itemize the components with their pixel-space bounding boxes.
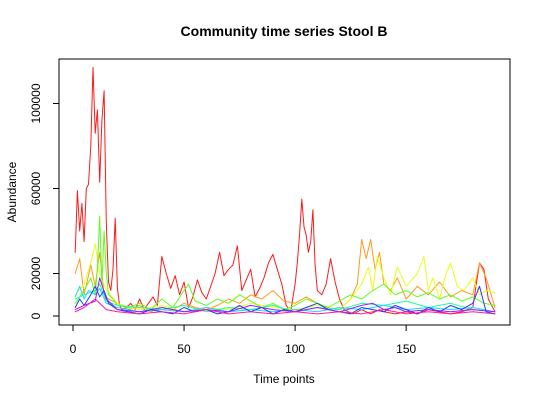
y-tick-label-3: 100000: [29, 83, 43, 123]
y-tick-label-1: 20000: [29, 256, 43, 290]
plot-frame: [58, 58, 511, 326]
series-line-1: [74, 239, 496, 313]
series-line-8: [74, 298, 496, 315]
chart-title: Community time series Stool B: [181, 23, 388, 39]
y-tick-label-0: 0: [29, 312, 43, 319]
series-line-0: [74, 66, 496, 315]
x-axis-label: Time points: [253, 372, 315, 386]
y-axis: 0 20000 60000 100000: [29, 83, 59, 319]
series-line-2: [74, 243, 496, 313]
x-tick-label-3: 150: [396, 342, 416, 356]
x-tick-label-1: 50: [177, 342, 191, 356]
x-tick-label-0: 0: [70, 342, 77, 356]
series-line-5: [74, 285, 496, 313]
x-tick-label-2: 100: [285, 342, 305, 356]
y-axis-label: Abundance: [5, 161, 19, 222]
series-line-3: [74, 215, 496, 311]
series-line-6: [74, 285, 496, 315]
series-layer: [74, 66, 496, 315]
series-line-7: [74, 277, 496, 313]
x-axis: 0 50 100 150: [70, 325, 416, 356]
y-tick-label-2: 60000: [29, 171, 43, 205]
